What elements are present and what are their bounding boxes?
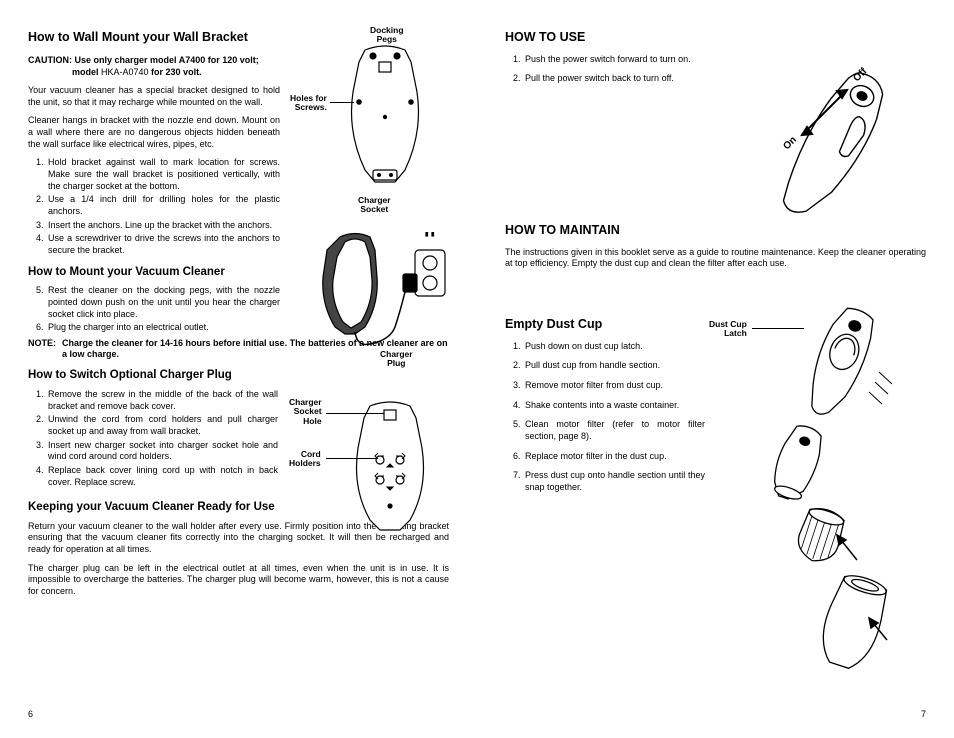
list-item: Clean motor filter (refer to motor filte… [523,419,705,442]
page-number: 6 [28,709,33,720]
list-item: Shake contents into a waste container. [523,400,705,412]
list-item: Rest the cleaner on the docking pegs, wi… [46,285,280,320]
label-charger-socket-hole: Charger Socket Hole [289,398,322,426]
page-7: HOW TO USE Push the power switch forward… [477,0,954,738]
label-charger-plug: Charger Plug [380,350,413,369]
empty-steps: Push down on dust cup latch. Pull dust c… [505,341,705,494]
label-dust-cup-latch: Dust Cup Latch [709,320,747,339]
list-item: Replace motor filter in the dust cup. [523,451,705,463]
label-docking-pegs: Docking Pegs [370,26,404,45]
dustcup-top-figure [767,302,917,432]
list-item: Pull the power switch back to turn off. [523,73,743,85]
dustcup-exploded-figure [737,420,927,690]
label-cord-holders: Cord Holders [289,450,321,469]
para-bracket-intro-1: Your vacuum cleaner has a special bracke… [28,85,280,108]
switch-steps: Remove the screw in the middle of the ba… [28,389,278,489]
list-item: Pull dust cup from handle section. [523,360,705,372]
list-item: Remove motor filter from dust cup. [523,380,705,392]
list-item: Remove the screw in the middle of the ba… [46,389,278,412]
para-bracket-intro-2: Cleaner hangs in bracket with the nozzle… [28,115,280,150]
heading-how-to-use: HOW TO USE [505,30,926,46]
label-holes-screws: Holes for Screws. [290,94,327,113]
label-on: On [781,135,799,153]
bracket-figure [335,42,435,192]
list-item: Insert new charger socket into charger s… [46,440,278,463]
maintain-para: The instructions given in this booklet s… [505,247,926,270]
list-item: Replace back cover lining cord up with n… [46,465,278,488]
use-steps: Push the power switch forward to turn on… [505,54,743,85]
list-item: Push the power switch forward to turn on… [523,54,743,66]
list-item: Push down on dust cup latch. [523,341,705,353]
list-item: Use a 1/4 inch drill for drilling holes … [46,194,280,217]
label-charger-socket: Charger Socket [358,196,391,215]
list-item: Press dust cup onto handle section until… [523,470,705,493]
list-item: Unwind the cord from cord holders and pu… [46,414,278,437]
ready-para-2: The charger plug can be left in the elec… [28,563,449,598]
list-item: Hold bracket against wall to mark locati… [46,157,280,192]
page-number: 7 [921,709,926,720]
mount-steps: Rest the cleaner on the docking pegs, wi… [28,285,280,334]
bracket-steps: Hold bracket against wall to mark locati… [28,157,280,257]
bracket-back-figure [340,398,440,533]
vacuum-onoff-figure: Off On [757,50,917,240]
caution-text: CAUTION: Use only charger model A7400 fo… [28,54,280,78]
list-item: Use a screwdriver to drive the screws in… [46,233,280,256]
heading-switch-plug: How to Switch Optional Charger Plug [28,368,449,382]
page-6: How to Wall Mount your Wall Bracket CAUT… [0,0,477,738]
list-item: Insert the anchors. Line up the bracket … [46,220,280,232]
mounted-figure [315,232,455,362]
list-item: Plug the charger into an electrical outl… [46,322,280,334]
